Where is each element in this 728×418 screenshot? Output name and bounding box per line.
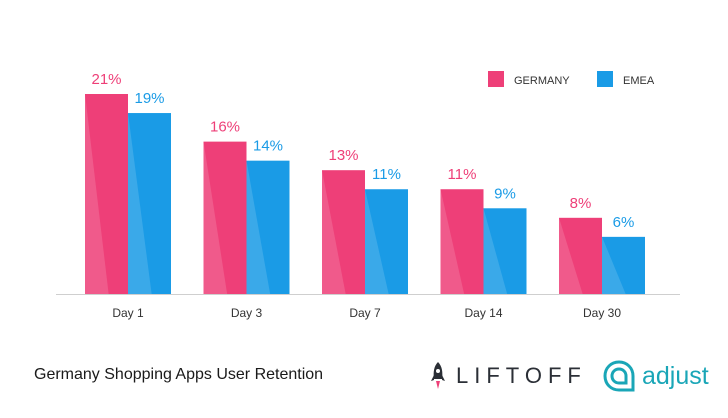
adjust-logo: adjust bbox=[602, 359, 709, 393]
bar-shade-germany-2 bbox=[203, 141, 228, 294]
bar-shade-emea-3 bbox=[365, 189, 389, 294]
data-label-germany-3: 13% bbox=[328, 147, 358, 164]
data-label-germany-1: 21% bbox=[91, 71, 121, 88]
bar-shade-germany-1 bbox=[85, 94, 109, 294]
x-tick-label-5: Day 30 bbox=[583, 306, 621, 320]
bar-emea-4 bbox=[483, 208, 527, 294]
data-label-emea-5: 6% bbox=[613, 214, 635, 231]
data-label-emea-2: 14% bbox=[253, 138, 283, 155]
rocket-icon bbox=[431, 362, 445, 389]
bar-shade-emea-5 bbox=[602, 236, 626, 294]
data-label-germany-2: 16% bbox=[210, 119, 240, 136]
data-label-germany-4: 11% bbox=[448, 166, 477, 183]
x-tick-label-3: Day 7 bbox=[349, 306, 381, 320]
legend-swatch-emea bbox=[597, 71, 613, 87]
retention-bar-chart: 21% 19% Day 1 16% 14% Day 3 13% 11% Day 7 11% 9% Da… bbox=[56, 71, 680, 320]
bar-germany-5 bbox=[559, 217, 602, 294]
adjust-mark-icon bbox=[603, 360, 635, 392]
bar-germany-4 bbox=[440, 189, 484, 294]
data-label-emea-3: 11% bbox=[372, 166, 401, 183]
bar-germany-1 bbox=[85, 94, 128, 294]
legend-label-emea: EMEA bbox=[623, 75, 655, 87]
legend-label-germany: GERMANY bbox=[514, 75, 570, 87]
bar-emea-3 bbox=[365, 189, 408, 294]
x-tick-label-1: Day 1 bbox=[112, 306, 144, 320]
liftoff-wordmark: LIFTOFF bbox=[456, 363, 587, 388]
bar-emea-1 bbox=[128, 113, 171, 294]
x-tick-label-2: Day 3 bbox=[231, 306, 263, 320]
bar-shade-emea-1 bbox=[128, 113, 152, 294]
bar-shade-emea-2 bbox=[246, 160, 271, 294]
x-tick-label-4: Day 14 bbox=[464, 306, 502, 320]
data-label-germany-5: 8% bbox=[570, 195, 592, 212]
data-label-emea-1: 19% bbox=[134, 90, 164, 107]
bar-emea-2 bbox=[246, 160, 290, 294]
bar-germany-2 bbox=[203, 141, 247, 294]
bar-emea-5 bbox=[602, 236, 645, 294]
legend-swatch-germany bbox=[488, 71, 504, 87]
data-label-emea-4: 9% bbox=[494, 185, 516, 202]
bar-shade-germany-5 bbox=[559, 217, 583, 294]
bar-shade-germany-4 bbox=[440, 189, 465, 294]
adjust-wordmark: adjust bbox=[642, 361, 709, 390]
bar-shade-germany-3 bbox=[322, 170, 346, 294]
bar-shade-emea-4 bbox=[483, 208, 508, 294]
liftoff-logo: LIFTOFF bbox=[430, 360, 587, 392]
chart-title: Germany Shopping Apps User Retention bbox=[34, 366, 324, 383]
bar-germany-3 bbox=[322, 170, 365, 294]
